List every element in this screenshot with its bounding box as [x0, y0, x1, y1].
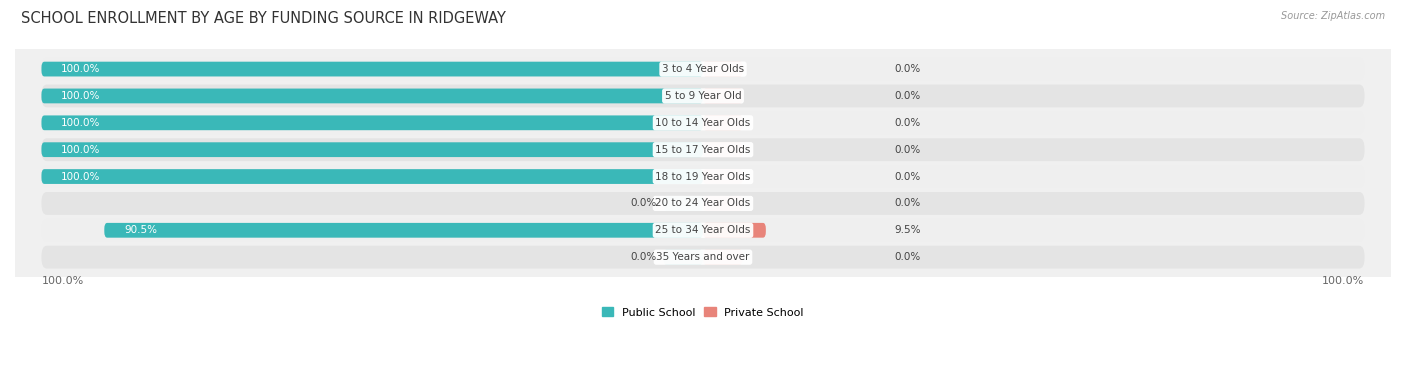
- FancyBboxPatch shape: [41, 89, 703, 103]
- Text: 100.0%: 100.0%: [62, 118, 101, 128]
- Text: 9.5%: 9.5%: [894, 225, 921, 235]
- Text: SCHOOL ENROLLMENT BY AGE BY FUNDING SOURCE IN RIDGEWAY: SCHOOL ENROLLMENT BY AGE BY FUNDING SOUR…: [21, 11, 506, 26]
- Text: 100.0%: 100.0%: [62, 172, 101, 182]
- Text: Source: ZipAtlas.com: Source: ZipAtlas.com: [1281, 11, 1385, 21]
- Text: 5 to 9 Year Old: 5 to 9 Year Old: [665, 91, 741, 101]
- FancyBboxPatch shape: [41, 62, 703, 77]
- FancyBboxPatch shape: [41, 219, 1365, 242]
- Text: 100.0%: 100.0%: [1322, 276, 1365, 287]
- Text: 0.0%: 0.0%: [894, 118, 921, 128]
- Text: 20 to 24 Year Olds: 20 to 24 Year Olds: [655, 198, 751, 208]
- FancyBboxPatch shape: [41, 138, 1365, 161]
- Text: 100.0%: 100.0%: [62, 91, 101, 101]
- FancyBboxPatch shape: [703, 169, 742, 184]
- FancyBboxPatch shape: [664, 196, 703, 211]
- Text: 0.0%: 0.0%: [894, 91, 921, 101]
- Text: 0.0%: 0.0%: [894, 198, 921, 208]
- FancyBboxPatch shape: [703, 223, 766, 238]
- Text: 0.0%: 0.0%: [894, 252, 921, 262]
- Text: 15 to 17 Year Olds: 15 to 17 Year Olds: [655, 145, 751, 155]
- FancyBboxPatch shape: [703, 196, 742, 211]
- Text: 100.0%: 100.0%: [62, 64, 101, 74]
- Legend: Public School, Private School: Public School, Private School: [598, 303, 808, 322]
- FancyBboxPatch shape: [703, 250, 742, 265]
- Text: 0.0%: 0.0%: [894, 172, 921, 182]
- FancyBboxPatch shape: [664, 250, 703, 265]
- Text: 90.5%: 90.5%: [124, 225, 157, 235]
- FancyBboxPatch shape: [41, 111, 1365, 134]
- Text: 100.0%: 100.0%: [62, 145, 101, 155]
- Text: 3 to 4 Year Olds: 3 to 4 Year Olds: [662, 64, 744, 74]
- Text: 18 to 19 Year Olds: 18 to 19 Year Olds: [655, 172, 751, 182]
- Text: 0.0%: 0.0%: [630, 252, 657, 262]
- Text: 0.0%: 0.0%: [630, 198, 657, 208]
- Text: 0.0%: 0.0%: [894, 145, 921, 155]
- FancyBboxPatch shape: [703, 142, 742, 157]
- Text: 100.0%: 100.0%: [41, 276, 84, 287]
- FancyBboxPatch shape: [703, 62, 742, 77]
- FancyBboxPatch shape: [41, 115, 703, 130]
- Text: 25 to 34 Year Olds: 25 to 34 Year Olds: [655, 225, 751, 235]
- FancyBboxPatch shape: [41, 142, 703, 157]
- FancyBboxPatch shape: [41, 169, 703, 184]
- Text: 0.0%: 0.0%: [894, 64, 921, 74]
- FancyBboxPatch shape: [41, 84, 1365, 107]
- FancyBboxPatch shape: [41, 165, 1365, 188]
- FancyBboxPatch shape: [703, 115, 742, 130]
- FancyBboxPatch shape: [104, 223, 703, 238]
- FancyBboxPatch shape: [41, 58, 1365, 81]
- FancyBboxPatch shape: [703, 89, 742, 103]
- Text: 35 Years and over: 35 Years and over: [657, 252, 749, 262]
- FancyBboxPatch shape: [41, 192, 1365, 215]
- FancyBboxPatch shape: [41, 246, 1365, 268]
- Text: 10 to 14 Year Olds: 10 to 14 Year Olds: [655, 118, 751, 128]
